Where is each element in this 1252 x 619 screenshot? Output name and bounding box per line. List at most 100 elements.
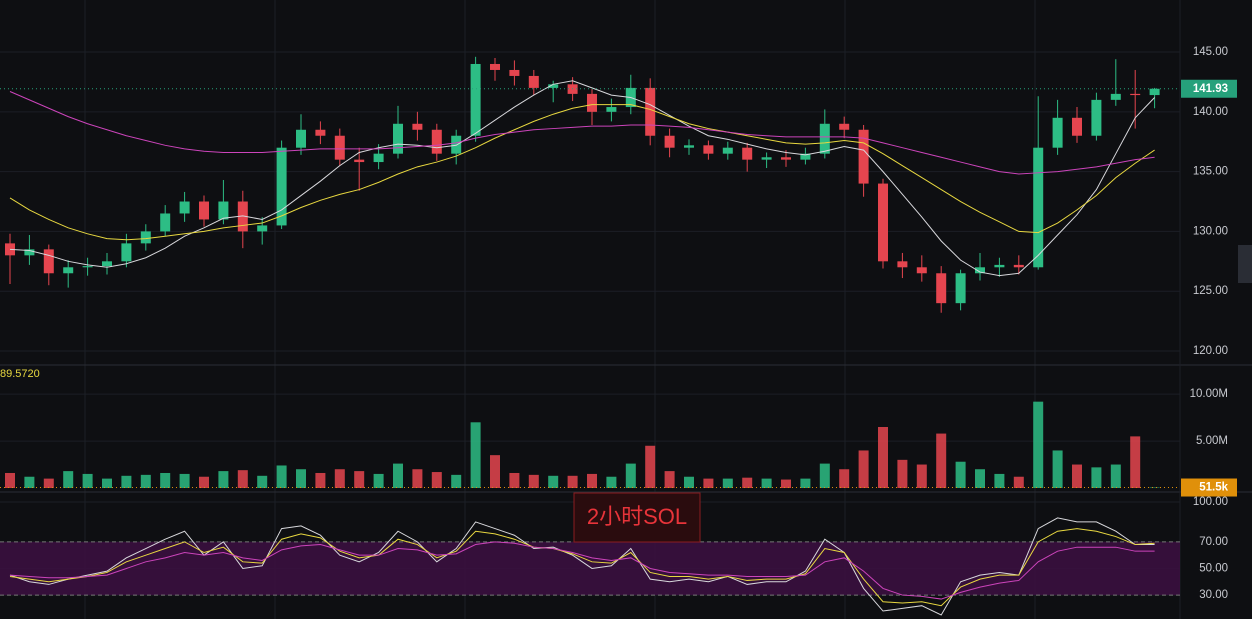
volume-bar	[276, 465, 287, 488]
candle-body	[994, 264, 1005, 268]
volume-bar	[839, 469, 850, 488]
volume-bar	[897, 459, 908, 488]
last-value-label: 51.5k	[1199, 482, 1228, 494]
y-tick-label: 145.00	[1193, 46, 1228, 58]
candle-body	[819, 123, 830, 154]
volume-bar	[393, 463, 403, 488]
chart-layer: 120.00 125.00 130.00 135.00 140.00 145.00 141.…	[0, 46, 1237, 616]
volume-bar	[567, 475, 578, 488]
volume-bar	[975, 469, 985, 488]
candle-body	[897, 261, 908, 268]
ma-line	[9, 528, 1155, 607]
candle-body	[393, 123, 403, 154]
candle-body	[63, 267, 74, 274]
volume-bar	[470, 422, 481, 488]
candle-body	[5, 243, 15, 256]
candle-body	[587, 93, 597, 112]
candle-body	[373, 153, 384, 163]
indicator-label: 89.5720	[0, 368, 40, 380]
volume-bar	[1052, 450, 1063, 488]
ma-line	[9, 91, 1155, 175]
candle-body	[354, 159, 365, 163]
last-value-tag	[1181, 79, 1237, 98]
volume-bar	[858, 450, 869, 488]
candle-body	[140, 231, 151, 244]
candle-body	[199, 201, 209, 220]
volume-bar	[800, 478, 811, 488]
y-tick-label: 125.00	[1193, 285, 1228, 297]
candle-body	[160, 213, 171, 232]
candle-body	[839, 123, 850, 130]
volume-bar	[509, 472, 520, 488]
volume-bar	[490, 455, 500, 488]
volume-bar	[63, 471, 74, 488]
candle-body	[276, 147, 287, 226]
candle-body	[645, 87, 656, 136]
volume-bar	[781, 479, 791, 488]
candle-body	[664, 135, 675, 148]
y-tick-label: 50.00	[1199, 562, 1228, 574]
volume-bar	[121, 475, 132, 488]
volume-bar	[199, 476, 209, 488]
volume-bar	[916, 464, 927, 488]
volume-bar	[43, 478, 54, 488]
volume-bar	[451, 474, 462, 488]
volume-bar	[334, 469, 345, 488]
candle-body	[43, 249, 54, 274]
candle-body	[916, 267, 927, 274]
volume-bar	[237, 470, 248, 488]
candle-body	[24, 249, 35, 256]
candle-body	[257, 225, 268, 232]
candle-body	[936, 273, 947, 304]
candle-body	[1033, 147, 1044, 268]
volume-bar	[878, 427, 888, 488]
candle-body	[1091, 99, 1102, 136]
volume-bar	[179, 473, 190, 488]
y-tick-label: 70.00	[1199, 536, 1228, 548]
candle-body	[1130, 93, 1141, 96]
last-value-label: 141.93	[1193, 83, 1228, 95]
rsi-band	[0, 541, 1180, 596]
volume-bar	[296, 469, 306, 488]
volume-bar	[373, 473, 384, 488]
volume-bar	[315, 472, 326, 488]
ma-line	[9, 80, 1155, 277]
volume-bar	[5, 472, 15, 488]
volume-bar	[625, 463, 636, 488]
candle-body	[1149, 88, 1160, 96]
last-value-tag	[1181, 478, 1237, 497]
volume-bar	[606, 476, 617, 488]
candle-body	[781, 157, 791, 160]
volume-bar	[548, 475, 559, 488]
candle-body	[800, 153, 811, 160]
y-tick-label: 10.00M	[1190, 388, 1228, 400]
volume-bar	[645, 445, 656, 488]
candle-body	[451, 135, 462, 154]
scroll-handle[interactable]	[1238, 245, 1252, 283]
candle-body	[334, 135, 345, 160]
candle-body	[509, 69, 520, 76]
y-tick-label: 30.00	[1199, 589, 1228, 601]
candle-body	[431, 129, 442, 154]
candle-body	[742, 147, 753, 160]
candle-body	[315, 129, 326, 136]
volume-bar	[1033, 401, 1044, 488]
volume-bar	[722, 478, 733, 488]
volume-bar	[160, 472, 171, 488]
volume-bar	[955, 461, 966, 488]
volume-bar	[1091, 467, 1102, 488]
candle-body	[878, 183, 888, 262]
volume-bar	[140, 474, 151, 488]
y-tick-label: 130.00	[1193, 225, 1228, 237]
candle-body	[548, 84, 559, 88]
candle-body	[1072, 117, 1082, 136]
candle-body	[102, 261, 112, 267]
candle-body	[528, 75, 539, 88]
candle-body	[470, 63, 481, 136]
y-tick-label: 120.00	[1193, 345, 1228, 357]
candle-body	[606, 107, 617, 112]
candle-body	[703, 145, 714, 154]
volume-bar	[819, 463, 830, 488]
volume-bar	[684, 476, 694, 488]
